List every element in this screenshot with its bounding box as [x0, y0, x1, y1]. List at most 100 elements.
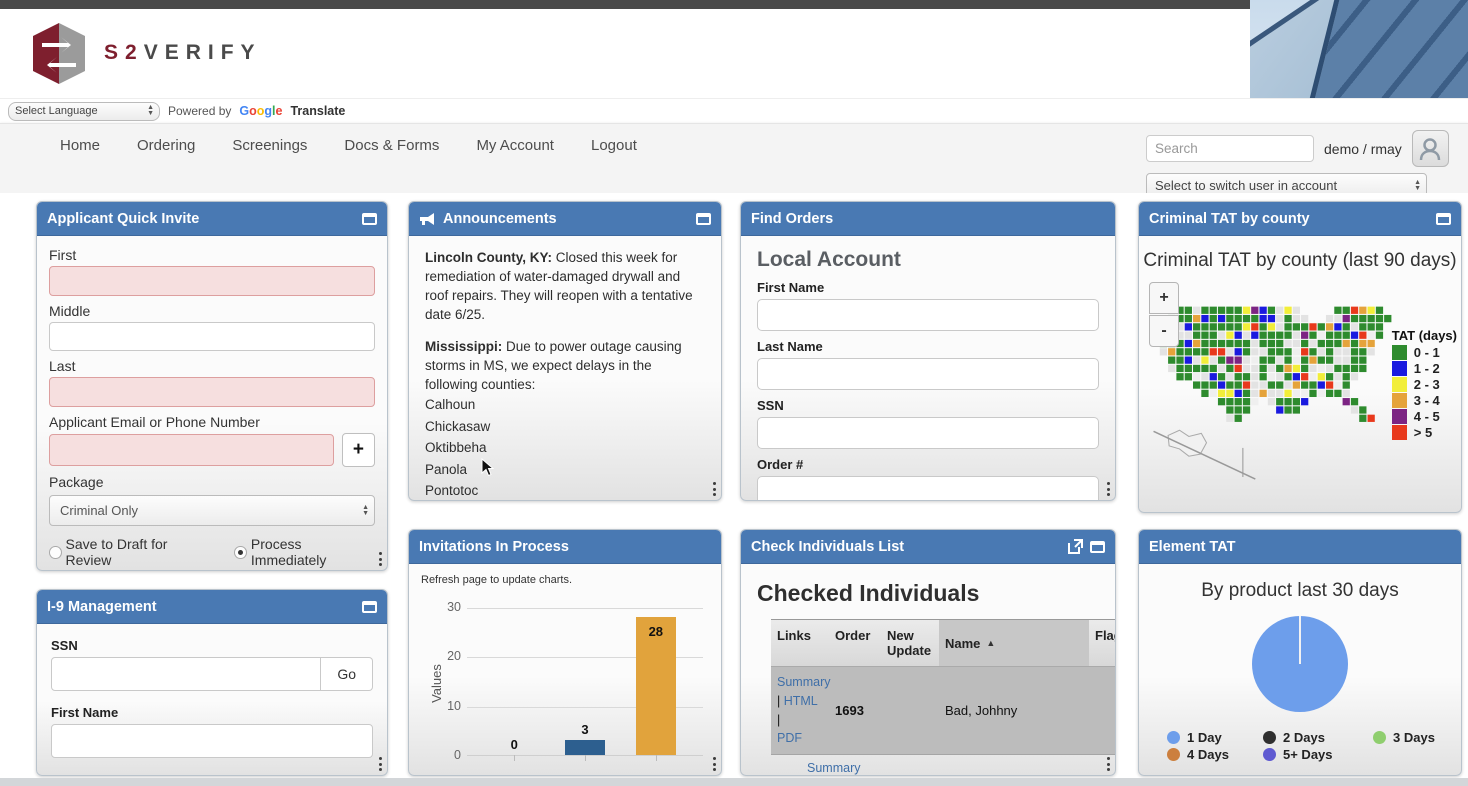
translate-label: Translate: [290, 104, 346, 118]
resize-handle[interactable]: [713, 757, 716, 771]
ssn-input[interactable]: [51, 657, 322, 691]
first-name-input[interactable]: [757, 299, 1099, 331]
col-header-links[interactable]: Links: [777, 628, 811, 643]
widget-applicant-quick-invite: Applicant Quick Invite First Middle Last…: [36, 201, 388, 571]
bar-segment: [565, 740, 605, 755]
widget-title: Criminal TAT by county: [1149, 210, 1310, 227]
middle-input[interactable]: [49, 322, 375, 351]
save-draft-radio[interactable]: Save to Draft for Review: [49, 536, 210, 568]
ssn-label: SSN: [757, 398, 784, 413]
col-header-new-update[interactable]: New Update: [887, 628, 932, 658]
row-new-update: [881, 667, 939, 754]
go-button[interactable]: Go: [321, 657, 373, 691]
summary-link[interactable]: Summary: [807, 761, 861, 775]
package-label: Package: [49, 474, 104, 490]
language-select[interactable]: Select Language: [8, 101, 160, 121]
dashboard: Applicant Quick Invite First Middle Last…: [0, 193, 1468, 786]
summary-link[interactable]: Summary: [777, 675, 831, 689]
invitations-bar-chart: Values 0 10 20 30 0 3 28: [429, 600, 703, 762]
resize-handle[interactable]: [379, 552, 382, 566]
pie-legend: 1 Day 2 Days 3 Days 4 Days 5+ Days: [1167, 730, 1461, 762]
county-list: Calhoun Chickasaw Oktibbeha Panola Ponto…: [425, 397, 491, 499]
pie-title: By product last 30 days: [1201, 580, 1399, 601]
collapse-window-icon[interactable]: [696, 212, 711, 225]
language-select-wrap: Select Language ▲ ▼: [8, 101, 160, 121]
mouse-cursor-icon: [481, 458, 494, 477]
collapse-window-icon[interactable]: [362, 212, 377, 225]
announcement-item: Mississippi: Due to power outage causing…: [425, 338, 682, 392]
first-name-input[interactable]: [51, 724, 373, 758]
navbar: Home Ordering Screenings Docs & Forms My…: [0, 123, 1468, 198]
checked-individuals-table: Links Order New Update Name ▲ Flags S Su…: [771, 619, 1115, 775]
package-select[interactable]: Criminal Only: [49, 495, 375, 526]
s2verify-logo: S2VERIFY: [30, 21, 262, 85]
widget-criminal-tat-by-county: Criminal TAT by county Criminal TAT by c…: [1138, 201, 1462, 513]
collapse-window-icon[interactable]: [1090, 540, 1105, 553]
first-input[interactable]: [49, 266, 375, 296]
pdf-link[interactable]: PDF: [777, 731, 802, 746]
map-legend: TAT (days) 0 - 1 1 - 2 2 - 3 3 - 4 4 - 5…: [1391, 328, 1457, 440]
nav-item-docs-forms[interactable]: Docs & Forms: [344, 137, 440, 154]
last-label: Last: [49, 358, 76, 374]
last-name-input[interactable]: [757, 358, 1099, 390]
email-phone-input[interactable]: [49, 434, 334, 466]
search-input[interactable]: [1146, 135, 1314, 162]
powered-by-label: Powered by: [168, 104, 232, 118]
external-link-icon[interactable]: [1068, 539, 1083, 554]
widget-element-tat: Element TAT By product last 30 days 1 Da…: [1138, 529, 1462, 776]
last-input[interactable]: [49, 377, 375, 407]
bar-segment: [635, 616, 676, 755]
widget-title: Announcements: [443, 210, 557, 227]
add-recipient-button[interactable]: +: [341, 433, 375, 467]
ssn-input[interactable]: [757, 417, 1099, 449]
nav-links: Home Ordering Screenings Docs & Forms My…: [60, 137, 637, 154]
s2verify-cube-icon: [33, 23, 85, 84]
row-links: Summary | HTML | PDF: [777, 675, 831, 746]
checked-individuals-heading: Checked Individuals: [757, 580, 980, 606]
user-icon: [1420, 137, 1441, 160]
nav-item-home[interactable]: Home: [60, 137, 101, 154]
logo-text: S2VERIFY: [104, 41, 262, 64]
col-header-flags[interactable]: Flags: [1095, 628, 1115, 643]
top-strip: [0, 0, 1468, 9]
announcement-item: Lincoln County, KY: Closed this week for…: [425, 250, 693, 323]
html-link[interactable]: HTML: [783, 693, 818, 708]
last-name-label: Last Name: [757, 339, 823, 354]
nav-item-ordering[interactable]: Ordering: [137, 137, 196, 154]
y-axis-label: Values: [428, 663, 444, 703]
resize-handle[interactable]: [1107, 482, 1110, 496]
refresh-note: Refresh page to update charts.: [421, 574, 573, 586]
megaphone-icon: [420, 212, 434, 225]
widget-announcements: Announcements Lincoln County, KY: Closed…: [408, 201, 722, 501]
zoom-out-button[interactable]: -: [1149, 315, 1179, 347]
order-number-input[interactable]: [757, 476, 1099, 500]
us-map-svg: [1153, 306, 1392, 480]
nav-item-screenings[interactable]: Screenings: [232, 137, 308, 154]
email-phone-label: Applicant Email or Phone Number: [49, 414, 260, 430]
resize-handle[interactable]: [1107, 757, 1110, 771]
resize-handle[interactable]: [379, 757, 382, 771]
radio-checked-icon: [234, 545, 247, 559]
collapse-window-icon[interactable]: [1436, 212, 1451, 225]
resize-handle[interactable]: [713, 482, 716, 496]
first-label: First: [49, 247, 77, 263]
nav-item-logout[interactable]: Logout: [590, 137, 637, 154]
save-draft-label: Save to Draft for Review: [65, 536, 168, 568]
middle-label: Middle: [49, 303, 91, 319]
package-select-wrap: Criminal Only ▲ ▼: [49, 495, 375, 526]
nav-item-my-account[interactable]: My Account: [476, 137, 554, 154]
avatar[interactable]: [1411, 130, 1449, 167]
col-header-order[interactable]: Order: [835, 628, 871, 643]
process-immediately-radio[interactable]: Process Immediately: [234, 536, 375, 568]
widget-title: Check Individuals List: [751, 538, 905, 555]
widget-title: I-9 Management: [47, 598, 157, 615]
widget-title: Find Orders: [751, 210, 834, 227]
pie-circle: [1252, 616, 1348, 712]
translate-bar: Select Language ▲ ▼ Powered by Google Tra…: [0, 98, 1468, 123]
collapse-window-icon[interactable]: [362, 600, 377, 613]
col-header-name[interactable]: Name ▲: [939, 620, 1089, 666]
zoom-in-button[interactable]: +: [1149, 282, 1179, 314]
legend-title: TAT (days): [1391, 328, 1457, 343]
widget-check-individuals-list: Check Individuals List Checked Individua…: [740, 529, 1116, 776]
local-account-heading: Local Account: [757, 248, 901, 271]
